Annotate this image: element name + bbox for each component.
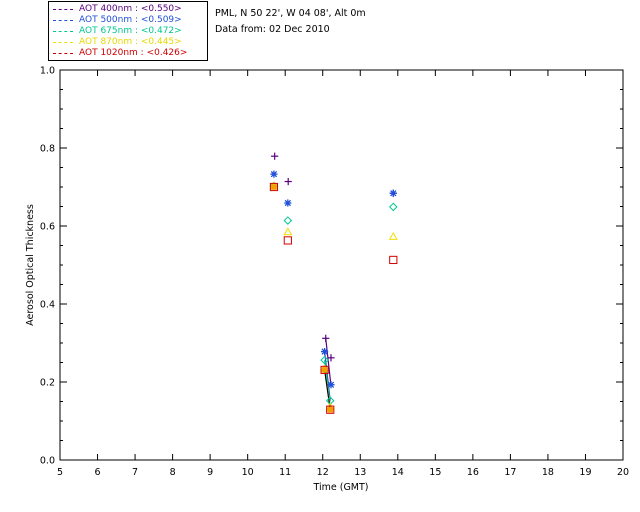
x-tick-label: 12: [317, 467, 329, 478]
x-tick-label: 7: [132, 467, 138, 478]
legend-label-870nm: AOT 870nm : <0.445>: [79, 37, 182, 47]
marker-stroke: [390, 190, 397, 197]
data-point: [388, 202, 398, 212]
data-point: [283, 216, 293, 225]
marker-shape: [389, 255, 398, 265]
data-point: [283, 227, 293, 236]
x-tick-label: 6: [95, 467, 101, 478]
x-tick-label: 11: [279, 467, 291, 478]
series-lines: [324, 338, 332, 410]
data-point: [271, 152, 279, 160]
x-axis-title: Time (GMT): [312, 482, 368, 493]
station-info: PML, N 50 22', W 04 08', Alt 0m: [215, 8, 366, 19]
legend-label-1020nm: AOT 1020nm : <0.426>: [79, 48, 188, 58]
data-point: [283, 236, 292, 245]
marker-shape: [388, 202, 398, 212]
legend-swatch-400nm: [53, 9, 73, 10]
data-point: [326, 405, 335, 414]
x-tick-label: 18: [542, 467, 554, 478]
marker-shape: [320, 365, 329, 375]
axis-ticks: [59, 69, 624, 461]
data-point: [269, 182, 279, 192]
marker-shape: [283, 236, 292, 245]
legend-label-400nm: AOT 400nm : <0.550>: [79, 4, 182, 14]
y-tick-label: 0.8: [40, 144, 55, 155]
x-tick-label: 19: [579, 467, 591, 478]
data-point: [270, 170, 278, 178]
marker-shape: [283, 216, 293, 225]
marker-shape: [326, 405, 335, 414]
legend-swatch-870nm: [53, 42, 73, 43]
y-axis-title: Aerosol Optical Thickness: [25, 204, 36, 326]
y-tick-label: 0.4: [40, 300, 55, 311]
legend-swatch-675nm: [53, 31, 73, 32]
marker-stroke: [327, 381, 335, 388]
legend-swatch-500nm: [53, 20, 73, 21]
x-tick-label: 17: [504, 467, 516, 478]
marker-shape: [283, 227, 293, 236]
marker-shape: [388, 231, 398, 240]
data-point: [284, 177, 292, 186]
series-line: [325, 338, 332, 386]
x-tick-label: 14: [392, 467, 404, 478]
y-tick-label: 0.0: [40, 456, 55, 467]
overlap-fill: [327, 406, 334, 413]
y-tick-label: 0.2: [40, 378, 55, 389]
legend-swatch-1020nm: [53, 53, 73, 54]
data-point: [327, 381, 335, 389]
series-line: [324, 351, 331, 401]
marker-shape: [269, 182, 279, 192]
series-markers: [269, 152, 398, 414]
marker-stroke: [270, 170, 278, 178]
data-point: [320, 355, 329, 365]
data-point: [322, 334, 330, 342]
x-tick-label: 5: [57, 467, 63, 478]
marker-shape: [320, 355, 329, 365]
y-tick-label: 1.0: [40, 66, 55, 77]
data-point: [321, 347, 329, 356]
data-point: [320, 365, 329, 375]
data-point: [284, 199, 292, 207]
data-point: [388, 231, 398, 240]
data-point: [389, 189, 397, 197]
legend-label-675nm: AOT 675nm : <0.472>: [79, 26, 182, 36]
x-tick-label: 13: [354, 467, 366, 478]
x-tick-label: 15: [429, 467, 441, 478]
x-tick-label: 16: [467, 467, 479, 478]
marker-stroke: [321, 348, 328, 355]
x-tick-label: 8: [170, 467, 176, 478]
x-tick-label: 10: [242, 467, 254, 478]
x-tick-label: 20: [617, 467, 629, 478]
axis-tick-labels: 5 6 7 8 9 10 11 12 13 14 15 16 17 18 19 20 0.0 0.2 0.4 0.6 0…: [40, 66, 629, 479]
y-tick-label: 0.6: [40, 222, 55, 233]
marker-stroke: [284, 199, 291, 207]
legend-label-500nm: AOT 500nm : <0.509>: [79, 15, 182, 25]
date-info: Data from: 02 Dec 2010: [215, 24, 330, 35]
data-point: [389, 255, 398, 265]
legend: AOT 400nm : <0.550> AOT 500nm : <0.509> …: [48, 1, 208, 61]
data-point: [327, 354, 335, 362]
x-tick-label: 9: [207, 467, 213, 478]
plot-frame: [59, 69, 624, 461]
overlap-fill: [271, 184, 277, 190]
overlap-fill: [321, 367, 328, 373]
